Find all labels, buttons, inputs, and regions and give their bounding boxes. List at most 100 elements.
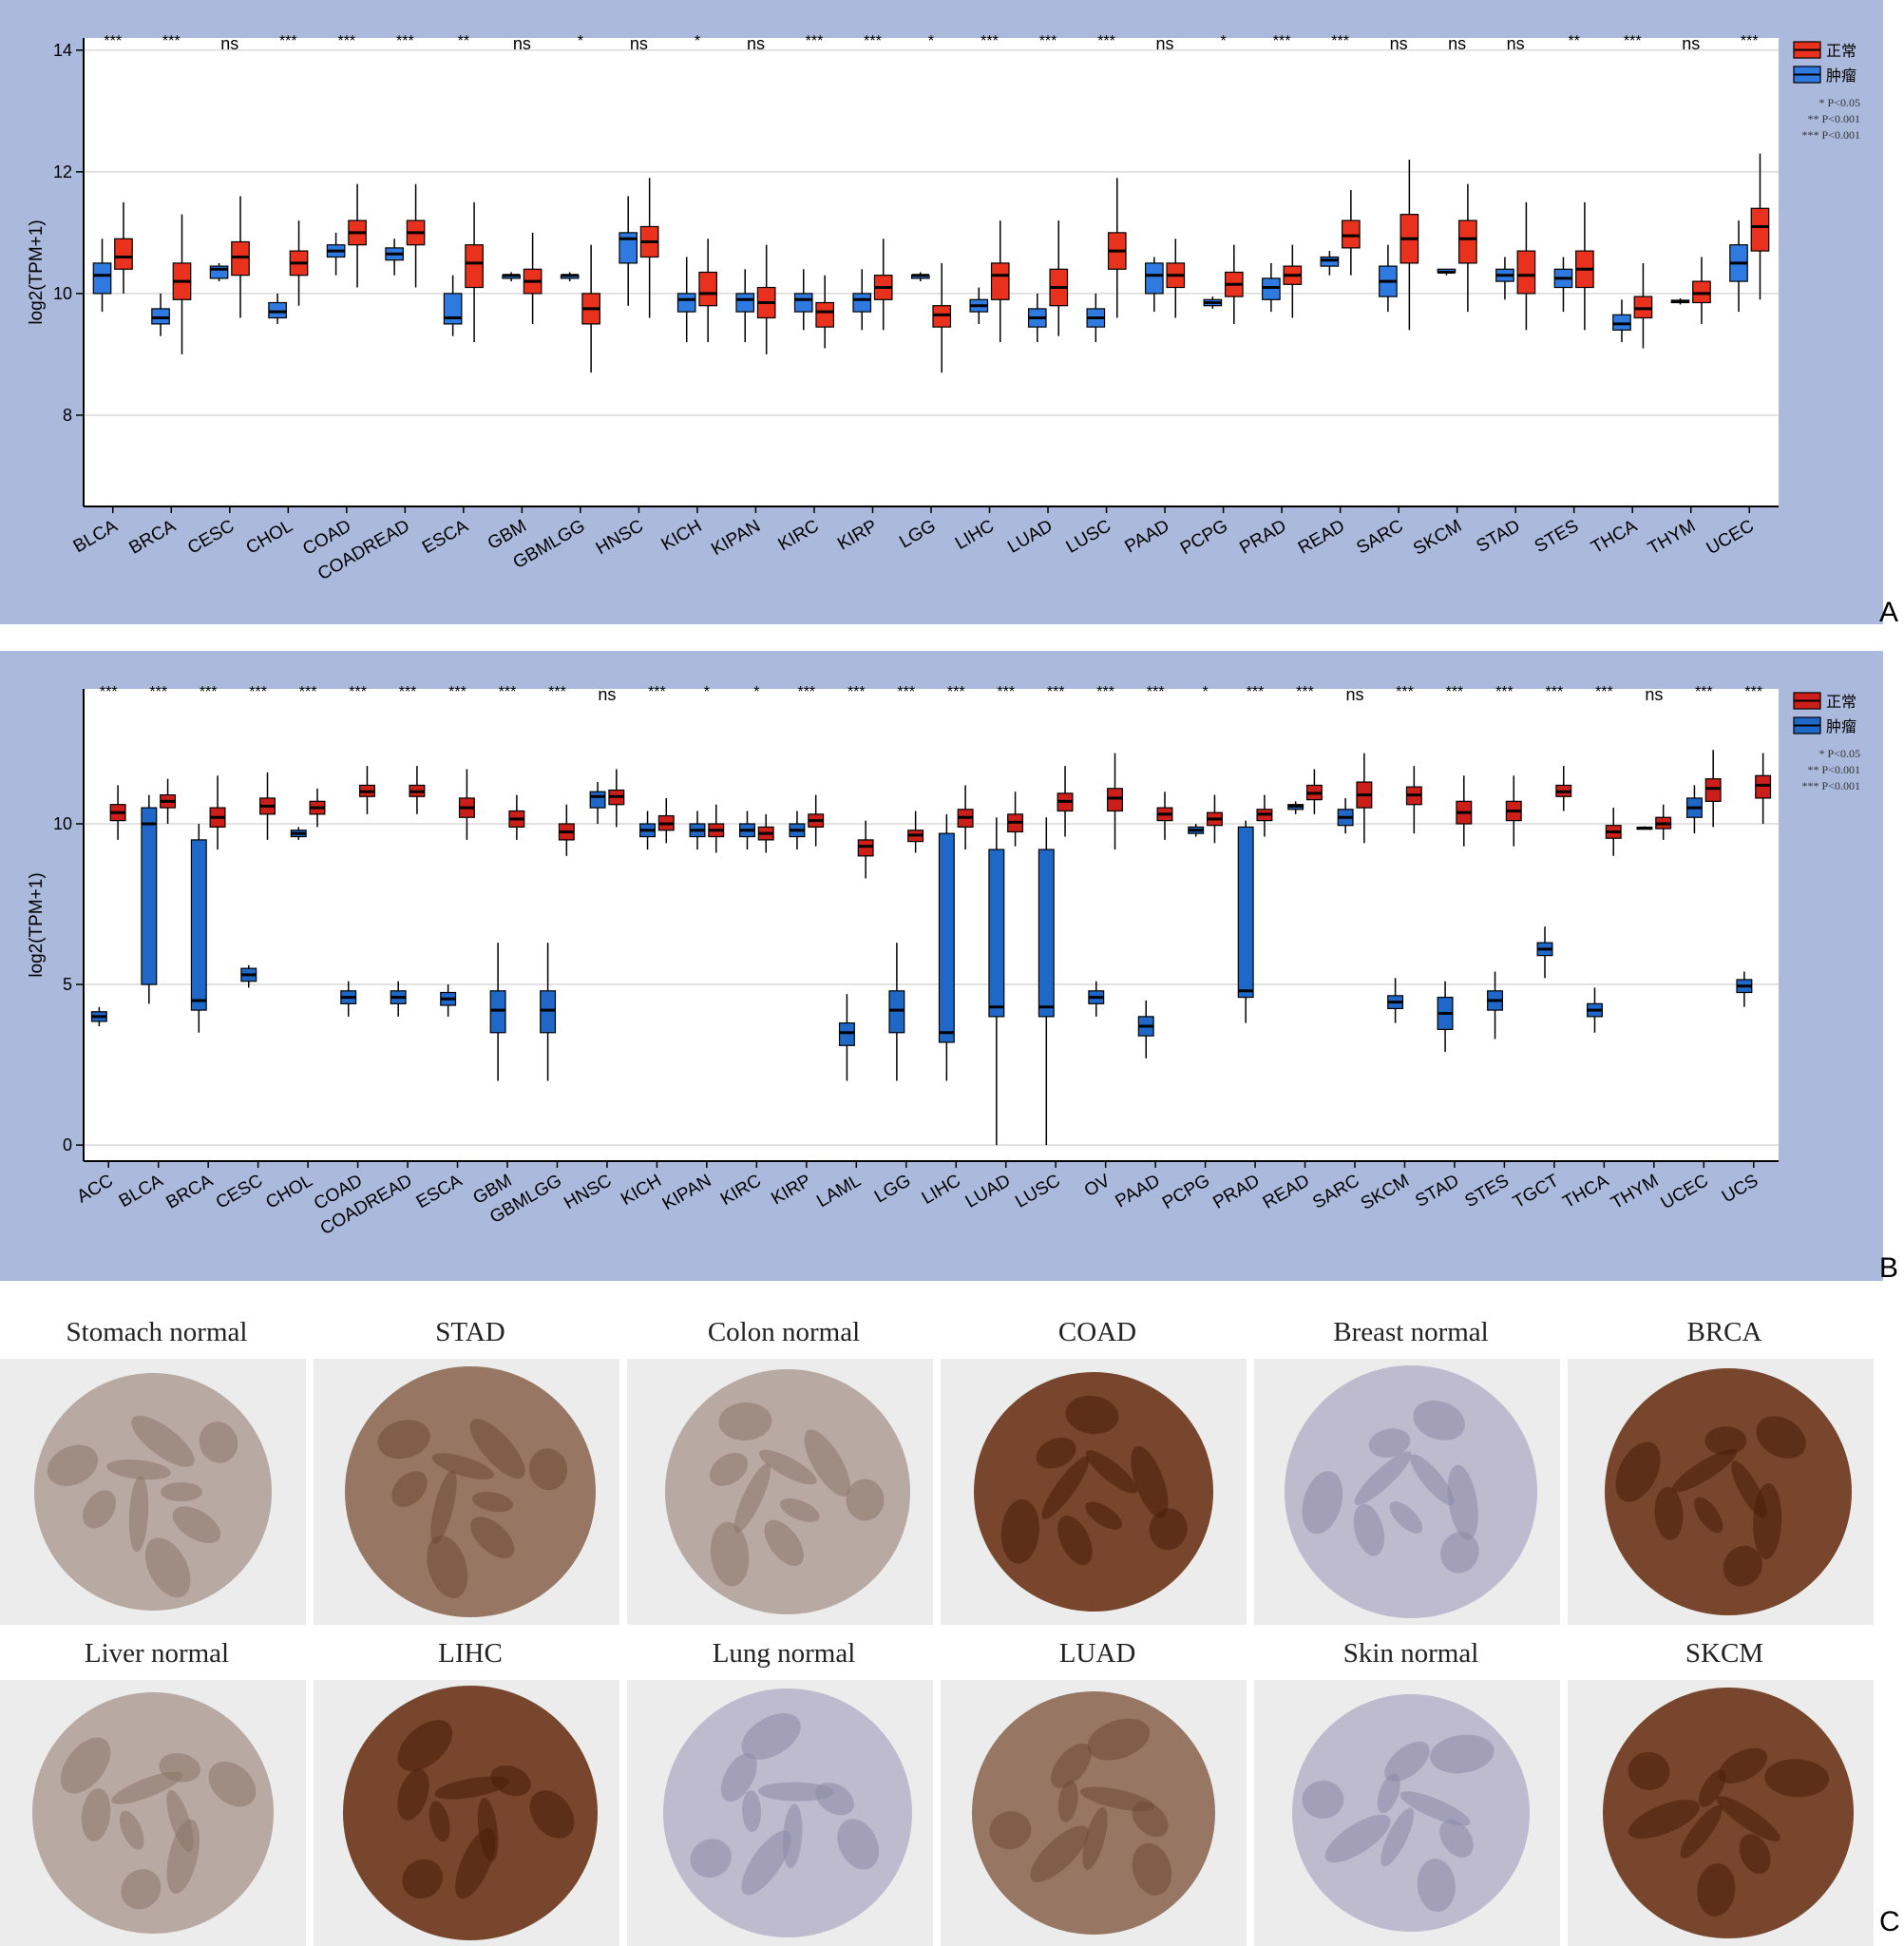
significance-label: *** — [997, 684, 1015, 700]
tissue-texture — [1399, 1791, 1471, 1826]
normal-box — [1633, 296, 1653, 319]
tissue-label: Colon normal — [707, 1317, 861, 1347]
significance-label: *** — [548, 684, 566, 700]
significance-label: *** — [1047, 684, 1065, 700]
tissue-texture — [397, 1768, 429, 1821]
y-tick-label: 0 — [63, 1135, 72, 1154]
legend-label: 正常 — [1826, 42, 1856, 60]
tissue-texture — [1041, 1456, 1090, 1519]
tissue-label: COAD — [1057, 1317, 1137, 1347]
tissue-texture — [1764, 1759, 1830, 1798]
tissue-core-graphic — [34, 1373, 272, 1611]
significance-label: *** — [200, 684, 218, 700]
significance-label: *** — [448, 684, 466, 700]
p-value-note: ** P<0.001 — [1808, 112, 1860, 125]
tissue-texture — [166, 1819, 200, 1894]
tissue-texture — [1447, 1464, 1478, 1540]
significance-label: ns — [1390, 34, 1408, 53]
x-tick-label: STAD — [1474, 516, 1524, 557]
tissue-label: BRCA — [1686, 1317, 1762, 1347]
tissue-texture — [471, 1491, 514, 1513]
panel-letter-b: B — [1879, 1252, 1899, 1284]
x-tick-label: OV — [1081, 1171, 1114, 1201]
x-tick-label: THYM — [1608, 1171, 1662, 1213]
tissue-texture — [402, 1859, 444, 1899]
significance-label: * — [704, 684, 710, 700]
significance-label: * — [695, 33, 700, 49]
x-tick-label: KICH — [618, 1171, 665, 1210]
tissue-texture — [1036, 1437, 1076, 1469]
y-axis-label: log2(TPM+1) — [27, 872, 47, 977]
tumor-box — [988, 849, 1005, 1018]
chart-panel-b: 0510log2(TPM+1)***ACC***BLCA***BRCA***CE… — [27, 684, 1860, 1239]
normal-box — [231, 240, 250, 277]
tissue-texture — [430, 1470, 457, 1545]
tissue-texture — [780, 1498, 820, 1522]
tissue-texture — [455, 1828, 496, 1899]
tissue-texture — [1132, 1801, 1169, 1838]
significance-label: *** — [349, 684, 367, 700]
x-tick-label: ESCA — [419, 516, 472, 558]
y-axis-label: log2(TPM+1) — [27, 219, 47, 324]
panel-letter-c: C — [1879, 1906, 1900, 1937]
tumor-box — [540, 990, 557, 1034]
ihc-stain-image — [0, 1680, 306, 1946]
tumor-box — [151, 308, 170, 325]
significance-label: ** — [1568, 33, 1579, 49]
significance-label: ** — [458, 33, 469, 49]
normal-box — [1704, 778, 1722, 802]
significance-label: ns — [1645, 685, 1663, 704]
tissue-texture — [709, 1452, 749, 1486]
tumor-box — [268, 301, 287, 319]
tissue-texture — [733, 1463, 771, 1534]
tissue-texture — [427, 1535, 468, 1598]
tissue-texture — [720, 1752, 757, 1803]
tissue-texture — [690, 1839, 732, 1878]
significance-label: * — [578, 33, 583, 49]
tissue-texture — [1699, 1769, 1726, 1807]
tissue-texture — [1057, 1516, 1093, 1566]
tissue-texture — [1082, 1807, 1108, 1870]
tissue-texture — [1654, 1486, 1684, 1540]
tissue-texture — [1085, 1450, 1138, 1494]
tissue-core-graphic — [972, 1691, 1215, 1935]
tissue-texture — [1439, 1820, 1474, 1858]
x-tick-label: PCPG — [1159, 1171, 1213, 1213]
x-tick-label: LUSC — [1063, 516, 1114, 558]
significance-label: * — [928, 33, 934, 49]
tissue-texture — [131, 1415, 195, 1467]
significance-label: *** — [399, 684, 417, 700]
ihc-stain-image — [1568, 1680, 1874, 1946]
chart-panel-a: 8101214log2(TPM+1)***BLCA***BRCAnsCESC**… — [27, 33, 1860, 584]
significance-label: *** — [1331, 33, 1349, 49]
x-tick-label: ACC — [73, 1171, 116, 1207]
tissue-texture — [128, 1476, 149, 1553]
x-tick-label: SKCM — [1358, 1171, 1413, 1214]
significance-label: ns — [1345, 685, 1363, 704]
normal-box — [1107, 788, 1123, 812]
x-tick-label: BRCA — [126, 516, 180, 559]
x-tick-label: READ — [1260, 1171, 1313, 1213]
tissue-label: Stomach normal — [66, 1317, 248, 1347]
tissue-texture — [81, 1788, 111, 1841]
p-value-note: * P<0.05 — [1819, 747, 1860, 760]
ihc-stain-image — [1568, 1359, 1874, 1625]
tissue-texture — [1628, 1751, 1670, 1790]
normal-box — [857, 839, 874, 857]
tissue-texture — [758, 1449, 817, 1485]
tissue-texture — [60, 1737, 111, 1794]
x-tick-label: PAAD — [1121, 516, 1172, 557]
x-tick-label: THCA — [1588, 516, 1641, 558]
x-tick-label: STAD — [1412, 1171, 1462, 1211]
tissue-texture — [718, 1402, 772, 1441]
tissue-core-graphic — [1605, 1368, 1852, 1615]
p-value-note: *** P<0.001 — [1802, 128, 1860, 142]
normal-box — [465, 244, 484, 289]
tissue-texture — [710, 1521, 750, 1587]
x-tick-label: LIHC — [952, 516, 998, 554]
tissue-texture — [1302, 1471, 1343, 1535]
x-tick-label: TGCT — [1510, 1171, 1563, 1212]
tissue-texture — [764, 1519, 804, 1566]
x-tick-label: CESC — [213, 1171, 266, 1213]
normal-box — [1516, 250, 1536, 295]
